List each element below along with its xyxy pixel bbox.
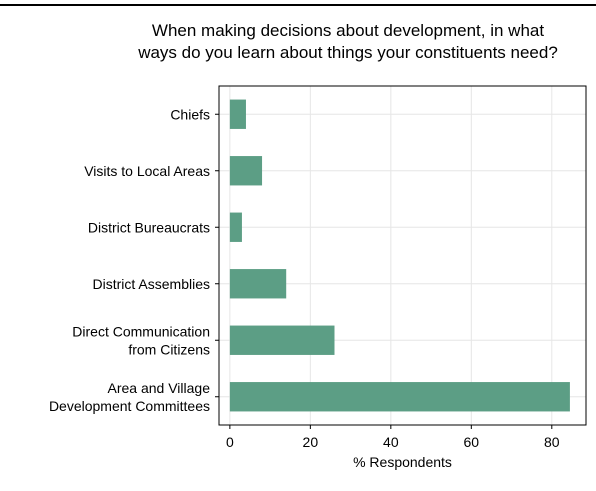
bar [229,325,335,355]
x-tick-label: 80 [544,434,560,450]
bars [229,99,570,412]
y-tick-label: Visits to Local Areas [84,163,210,179]
x-axis-ticks: 0 20 40 60 80 [226,425,560,450]
bar [229,212,242,242]
x-tick-label: 40 [383,434,399,450]
x-tick-label: 60 [464,434,480,450]
x-axis-label: % Respondents [353,454,452,470]
x-tick-label: 0 [226,434,234,450]
y-tick-label: Area and Village Development Committees [49,380,210,414]
y-tick-label: District Bureaucrats [88,219,210,235]
y-tick-label: Direct Communication from Citizens [72,323,210,357]
y-tick-label: District Assemblies [93,276,210,292]
bar [229,156,263,186]
y-axis-ticks: Chiefs Visits to Local Areas District Bure… [49,106,219,414]
plot-frame [218,85,587,426]
bar [229,269,287,299]
bar [229,382,570,412]
x-tick-label: 20 [303,434,319,450]
y-tick-label: Chiefs [170,106,210,122]
grid-lines [219,86,586,425]
top-rule [0,4,596,6]
chart-title: When making decisions about development,… [138,21,558,62]
bar [229,99,246,129]
